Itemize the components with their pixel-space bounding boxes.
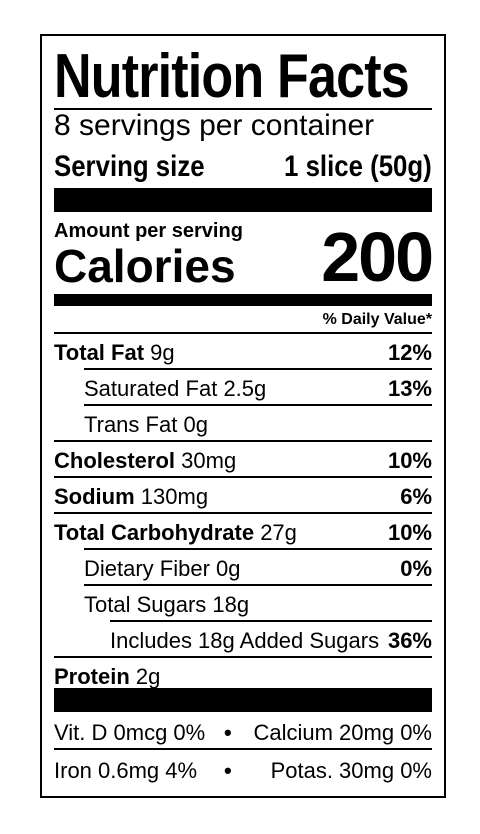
nutrient-percent: 10% [387,520,432,545]
vitamin-left: Iron 0.6mg 4% [54,758,198,783]
nutrient-amount: 2.5g [223,376,267,401]
nutrient-row-added-sugars: Includes 18g Added Sugars 36% [54,624,432,658]
nutrient-row-trans-fat: Trans Fat 0g [54,408,432,442]
nutrient-percent: 10% [387,448,432,473]
nutrient-row-dietary-fiber: Dietary Fiber 0g 0% [54,552,432,586]
serving-size-value: 1 slice (50g) [284,150,432,183]
nutrient-amount: 18g [212,592,250,617]
row-divider [54,476,432,478]
amount-per-serving: Amount per serving [54,220,243,242]
vitamin-left: Vit. D 0mcg 0% [54,720,206,745]
nutrient-row-sodium: Sodium 130mg 6% [54,480,432,514]
row-divider [84,584,432,586]
row-divider [54,748,432,750]
nutrient-percent: 0% [400,556,432,581]
row-divider [54,512,432,514]
nutrient-name: Includes 18g Added Sugars [110,628,380,653]
vitamin-right: Potas. 30mg 0% [270,758,432,783]
thick-divider-bottom [54,688,432,712]
nutrient-name: Total Sugars [84,592,207,617]
row-divider [84,368,432,370]
nutrient-row-total-sugars: Total Sugars 18g [54,588,432,622]
calories-label: Calories [54,240,236,292]
nutrient-name: Saturated Fat [84,376,218,401]
serving-size-row: Serving size 1 slice (50g) [54,148,432,186]
row-divider [84,548,432,550]
medium-divider [54,294,432,306]
row-divider [84,404,432,406]
nutrient-name: Dietary Fiber [84,556,210,581]
nutrient-percent: 13% [387,376,432,401]
row-divider [110,620,432,622]
nutrient-row-saturated-fat: Saturated Fat 2.5g 13% [54,372,432,406]
nutrient-name: Total Fat [54,340,145,365]
bullet-separator: • [224,720,232,745]
nutrient-amount: 30mg [181,448,237,473]
nutrient-percent: 12% [387,340,432,365]
row-divider [54,440,432,442]
nutrient-name: Protein [54,664,130,689]
title-divider [54,108,432,110]
nutrient-amount: 27g [260,520,297,545]
nutrient-name: Sodium [54,484,135,509]
row-divider [54,656,432,658]
nutrient-amount: 130mg [140,484,209,509]
nutrient-row-total-carbohydrate: Total Carbohydrate 27g 10% [54,516,432,550]
thick-divider-top [54,188,432,212]
nutrient-row-total-fat: Total Fat 9g 12% [54,336,432,370]
daily-value-header: % Daily Value* [322,311,432,328]
dv-divider [54,332,432,334]
nutrient-row-cholesterol: Cholesterol 30mg 10% [54,444,432,478]
nutrient-percent: 36% [387,628,432,653]
calories-value: 200 [321,218,434,296]
vitamin-row-2: Iron 0.6mg 4% • Potas. 30mg 0% [54,754,432,788]
nutrient-name: Trans Fat [84,412,178,437]
label-title: Nutrition Facts [54,42,410,111]
serving-size-label: Serving size [54,150,205,183]
nutrient-amount: 0g [216,556,241,581]
vitamin-right: Calcium 20mg 0% [253,720,432,745]
nutrient-name: Total Carbohydrate [54,520,255,545]
nutrient-amount: 0g [183,412,208,437]
nutrient-amount: 9g [150,340,175,365]
nutrient-amount: 2g [135,664,161,689]
servings-per-container: 8 servings per container [54,109,375,142]
nutrient-name: Cholesterol [54,448,176,473]
nutrient-row-protein: Protein 2g [54,660,432,694]
bullet-separator: • [224,758,232,783]
nutrient-percent: 6% [400,484,432,509]
nutrition-facts-label: Nutrition Facts 8 servings per container… [40,34,446,798]
vitamin-row-1: Vit. D 0mcg 0% • Calcium 20mg 0% [54,716,432,750]
